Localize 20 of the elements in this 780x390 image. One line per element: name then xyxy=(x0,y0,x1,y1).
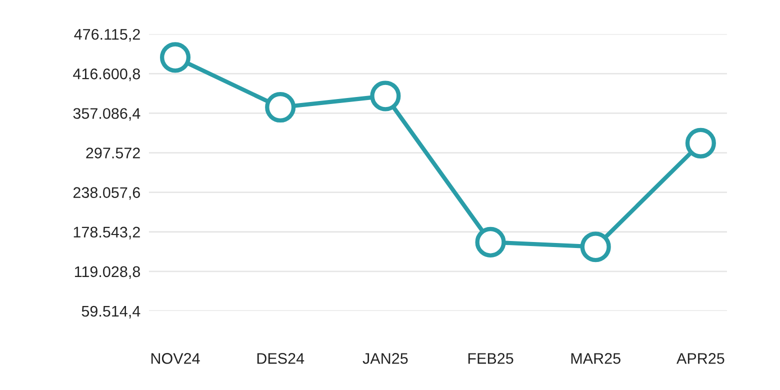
y-tick-label: 416.600,8 xyxy=(73,68,140,82)
point xyxy=(685,128,716,158)
x-tick-label: APR25 xyxy=(676,353,724,364)
point xyxy=(475,226,506,258)
point xyxy=(265,92,296,123)
x-tick-label: MAR25 xyxy=(571,353,620,364)
y-tick-label: 238.057,6 xyxy=(73,187,140,200)
y-tick-label: 178.543,2 xyxy=(74,226,140,240)
x-tick-label: JAN25 xyxy=(362,353,408,364)
point xyxy=(370,80,401,112)
x-tick-label: FEB25 xyxy=(468,353,514,364)
point xyxy=(580,232,611,262)
point xyxy=(160,42,191,73)
y-tick-label: 59.514,4 xyxy=(82,306,140,318)
x-tick-label: DES24 xyxy=(257,353,304,364)
y-tick-label: 297.572 xyxy=(86,148,140,158)
x-tick-label: NOV24 xyxy=(151,353,200,364)
y-tick-label: 357.086,4 xyxy=(73,108,140,121)
y-tick-label: 476.115,2 xyxy=(74,28,140,42)
y-tick-label: 119.028,8 xyxy=(74,266,140,279)
